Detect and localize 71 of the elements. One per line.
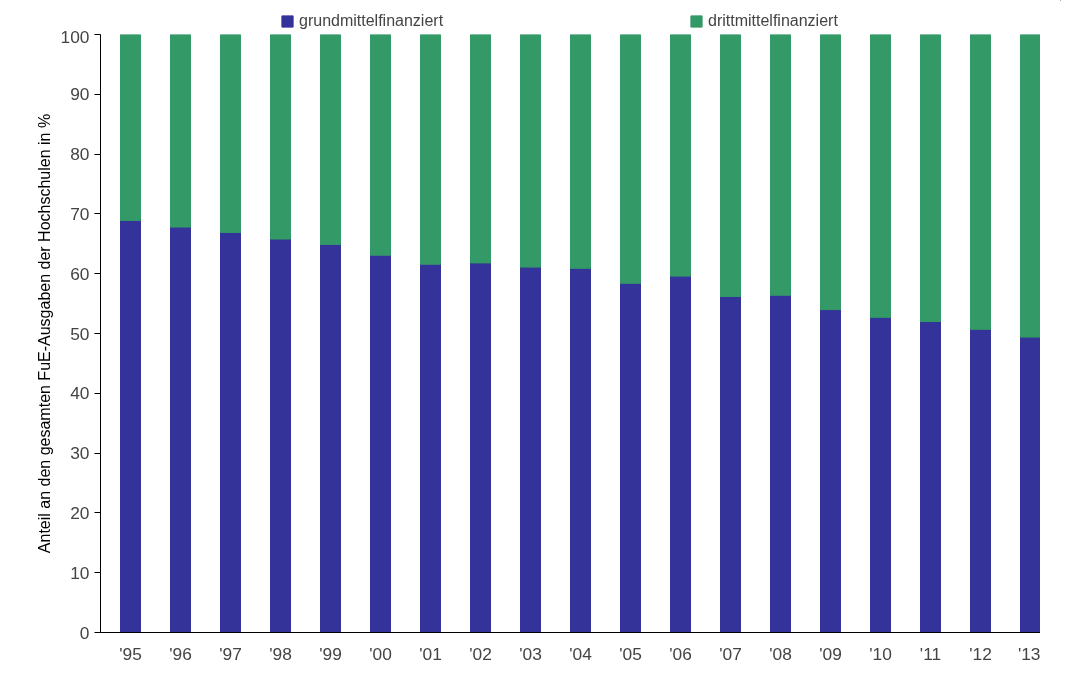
bar	[420, 263, 441, 633]
y-tick-label: 40	[70, 383, 90, 404]
bar	[470, 262, 491, 633]
x-tick-label: '01	[419, 643, 442, 664]
bar	[570, 34, 591, 269]
bar	[670, 34, 691, 277]
bar	[270, 34, 291, 240]
bar	[970, 328, 991, 633]
bar	[1020, 34, 1040, 338]
bar	[520, 34, 541, 268]
bar	[120, 219, 141, 633]
legend-label: grundmittelfinanziert	[299, 12, 445, 30]
bar	[620, 282, 641, 633]
bar	[770, 34, 791, 296]
y-axis-title: Anteil an den gesamten FuE-Ausgaben der Hochschulen in %	[35, 113, 53, 554]
x-tick-label: '97	[219, 643, 242, 664]
bar	[370, 34, 391, 256]
x-tick-label: '08	[769, 643, 792, 664]
y-tick-label: 100	[60, 26, 90, 47]
x-tick-label: '06	[669, 643, 692, 664]
legend-label: drittmittelfinanziert	[708, 12, 839, 30]
x-tick-label: '13	[1017, 643, 1041, 664]
bar	[820, 34, 841, 311]
bar	[370, 254, 391, 633]
bar	[220, 34, 241, 233]
x-tick-label: '00	[369, 643, 392, 664]
y-tick-label: 20	[70, 502, 90, 523]
bar	[670, 275, 691, 633]
bar	[520, 266, 541, 633]
y-tick-label: 80	[70, 144, 90, 165]
bar	[920, 34, 941, 323]
bar	[470, 34, 491, 264]
y-tick-label: 90	[70, 84, 90, 105]
bar	[320, 34, 341, 245]
y-tick-label: 0	[79, 622, 90, 643]
x-tick-label: '07	[719, 643, 742, 664]
y-tick-label: 70	[70, 203, 90, 224]
bar	[320, 243, 341, 633]
bar	[870, 316, 891, 633]
x-tick-label: '04	[569, 643, 593, 664]
bar	[620, 34, 641, 284]
x-tick-label: '99	[319, 643, 342, 664]
bar	[920, 321, 941, 633]
bar	[220, 231, 241, 633]
x-tick-label: '10	[869, 643, 892, 664]
x-tick-label: '05	[619, 643, 642, 664]
x-tick-label: '03	[519, 643, 542, 664]
x-tick-label: '02	[469, 643, 492, 664]
x-tick-label: '11	[919, 643, 942, 664]
x-tick-label: '09	[819, 643, 842, 664]
x-tick-label: '96	[169, 643, 192, 664]
x-tick-label: '98	[269, 643, 292, 664]
bar	[1020, 336, 1040, 633]
bar	[170, 34, 191, 228]
bar	[870, 34, 891, 318]
bar	[820, 309, 841, 633]
bar	[570, 267, 591, 633]
y-tick-label: 50	[70, 323, 90, 344]
bar	[720, 34, 741, 297]
y-tick-label: 30	[70, 443, 90, 464]
bar	[720, 295, 741, 633]
y-tick-label: 10	[70, 562, 90, 583]
bar	[170, 226, 191, 633]
y-tick-label: 60	[70, 263, 90, 284]
x-tick-label: '12	[969, 643, 992, 664]
bar	[270, 238, 291, 633]
bar	[770, 294, 791, 633]
bar	[120, 34, 141, 221]
bar	[420, 34, 441, 265]
x-tick-label: '95	[119, 643, 142, 664]
bar	[970, 34, 991, 330]
